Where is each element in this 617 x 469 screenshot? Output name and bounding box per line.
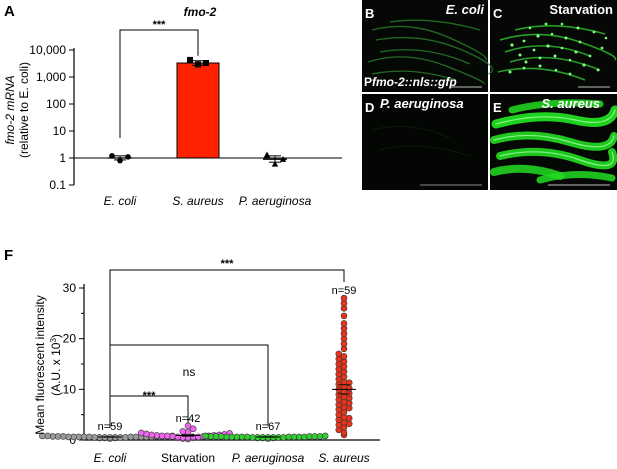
micrograph-b-worms (367, 19, 494, 85)
reporter-label: Pfmo-2::nls::gfp (364, 75, 457, 89)
panel-letter-c: C (493, 6, 503, 21)
chart-f-category-label: E. coli (94, 451, 127, 465)
chart-f-point (189, 425, 197, 433)
chart-a-sig-bracket (119, 29, 199, 138)
chart-f-axes (83, 284, 380, 441)
reporter-prefix: P (364, 75, 372, 89)
chart-a-categories: E. coli S. aureus P. aeruginosa (104, 194, 312, 208)
chart-f: 0102030 ***ns*** n=59n=42n=67n=59 E. col… (33, 258, 380, 465)
chart-f-point (340, 312, 348, 320)
chart-a-ylabel-2: (relative to E. coli) (17, 62, 31, 158)
micrograph-e-label: S. aureus (541, 96, 600, 111)
chart-f-category-label: S. aureus (318, 451, 369, 465)
chart-a-point (117, 157, 123, 164)
chart-f-ylabel-close: ) (49, 334, 63, 338)
chart-f-point (340, 320, 348, 327)
chart-f-point (39, 432, 46, 440)
chart-f-yticks: 0102030 (63, 281, 84, 447)
chart-a-point (109, 153, 115, 159)
chart-f-n-label: n=59 (98, 421, 123, 433)
chart-f-point (184, 422, 192, 430)
chart-f-point (137, 429, 145, 437)
chart-a-significance: *** (119, 19, 199, 138)
chart-f-point (340, 294, 348, 302)
chart-a-ytick-label: 100 (46, 97, 66, 111)
chart-f-category-label: Starvation (161, 451, 215, 465)
chart-a-ylabel-line1: fmo-2 mRNA (3, 75, 17, 144)
chart-a-point (187, 56, 193, 63)
micrograph-d (362, 94, 488, 190)
chart-a-point (279, 155, 287, 162)
micrograph-grid: B E. coli C Starvation Pfmo-2::nls::gfp … (362, 0, 617, 190)
chart-f-ylabel-line1: Mean fluorescent intensity (33, 295, 47, 434)
panel-letter-b: B (365, 6, 374, 21)
chart-f-ylabel-line2-main: (A.U. x 10 (49, 342, 63, 396)
chart-a-category-label: S. aureus (172, 194, 223, 208)
chart-f-ytick-label: 20 (63, 332, 77, 346)
chart-a-point (203, 60, 209, 67)
chart-a-point (125, 154, 131, 160)
chart-a-title: fmo-2 (184, 5, 217, 19)
panel-letter-d: D (365, 100, 374, 115)
chart-f-comparison-bracket (109, 269, 345, 428)
chart-f-comparison-label: ns (183, 365, 196, 379)
chart-a-ytick-label: 0.1 (49, 178, 66, 192)
chart-f-comparison-bracket (109, 344, 269, 428)
chart-f-points (39, 294, 353, 443)
chart-a-category-label: E. coli (104, 194, 137, 208)
chart-a-bar (176, 62, 220, 159)
chart-f-comparison-bracket (109, 395, 189, 428)
chart-f-point (335, 350, 343, 358)
chart-f-ylabel-line2: (A.U. x 103) (49, 334, 63, 396)
chart-f-point (321, 432, 329, 440)
chart-f-n-label: n=42 (176, 413, 201, 425)
chart-f-ytick-label: 30 (63, 281, 77, 295)
chart-f-n-labels: n=59 n=42 n=67 n=59 (98, 285, 357, 433)
chart-f-n-label: n=67 (256, 421, 281, 433)
chart-a-bars (108, 62, 287, 160)
chart-f-comparison-label: *** (143, 390, 157, 402)
reporter-name: fmo-2::nls::gfp (372, 75, 457, 89)
micrograph-d-label: P. aeruginosa (380, 96, 464, 111)
chart-f-categories: E. coli Starvation P. aeruginosa S. aureus (94, 451, 370, 465)
chart-f-comparison-label: *** (221, 258, 235, 270)
chart-a-ylabel-line2: (relative to E. coli) (17, 62, 31, 158)
micrograph-c-label: Starvation (549, 2, 613, 17)
chart-f-means (98, 384, 356, 438)
micrograph-c-nuclei (508, 22, 608, 76)
chart-a-ytick-label: 1,000 (36, 70, 66, 84)
chart-f-comparisons: *** ns *** (109, 258, 345, 428)
chart-a-category-label: P. aeruginosa (239, 194, 312, 208)
chart-a: 0.1 1 10 100 1,000 10,000 E. coli S. aureus P. … (3, 19, 342, 208)
panel-letter-a: A (4, 3, 15, 20)
chart-a-point (271, 160, 279, 167)
chart-a-sig-label: *** (153, 19, 167, 31)
chart-f-point (179, 428, 187, 435)
chart-f-ylabel-sup: 3 (49, 338, 58, 343)
chart-a-ytick-label: 10 (53, 124, 67, 138)
chart-f-n-label: n=59 (332, 285, 357, 297)
chart-f-point (202, 432, 209, 440)
chart-a-ylabel: fmo-2 mRNA (3, 75, 17, 144)
panel-letter-f: F (4, 247, 13, 264)
chart-a-points (109, 56, 287, 167)
chart-f-point (340, 353, 348, 360)
micrograph-e-highlights (493, 109, 616, 167)
chart-f-ytick-label: 10 (63, 382, 77, 396)
micrograph-d-worms (371, 125, 471, 157)
micrograph-b-label: E. coli (446, 2, 485, 17)
chart-a-point (263, 151, 271, 158)
panel-letter-e: E (493, 100, 502, 115)
chart-f-category-label: P. aeruginosa (232, 451, 305, 465)
chart-a-ytick-label: 1 (59, 151, 66, 165)
chart-a-point (195, 61, 201, 68)
chart-a-yticks: 0.1 1 10 100 1,000 10,000 (29, 43, 74, 192)
chart-a-ytick-label: 10,000 (29, 43, 66, 57)
